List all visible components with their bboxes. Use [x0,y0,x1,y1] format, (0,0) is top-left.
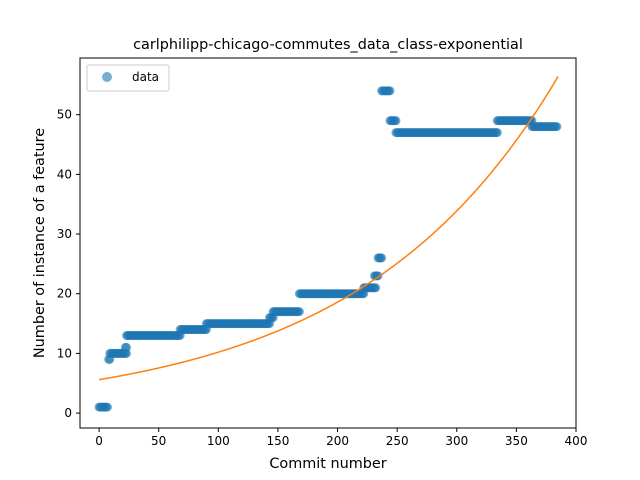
legend-marker-data [102,72,112,82]
data-point [492,128,502,138]
data-point [122,342,131,352]
data-point [102,402,112,412]
x-tick-label: 100 [207,434,230,448]
y-tick-label: 20 [57,287,72,301]
y-tick-label: 10 [57,346,72,360]
y-tick-label: 50 [57,108,72,122]
data-point [391,116,401,126]
chart-title: carlphilipp-chicago-commutes_data_class-… [133,37,523,53]
legend: data [86,64,170,92]
data-point [552,122,562,132]
plot-area [79,57,577,429]
axes-frame [79,57,577,429]
x-tick-label: 300 [445,434,468,448]
x-tick-label: 0 [95,434,103,448]
fit-layer [98,76,559,381]
x-tick-label: 200 [326,434,349,448]
data-point [385,86,395,96]
y-tick-label: 30 [57,227,72,241]
x-tick-label: 350 [505,434,528,448]
x-axis-ticks: 0 50 100 150 200 250 300 350 400 [95,428,587,448]
y-axis-label: Number of instance of a feature [32,128,48,358]
data-point [371,283,381,293]
data-layer [94,86,562,412]
x-tick-label: 400 [565,434,588,448]
data-point [294,307,304,317]
x-tick-label: 250 [386,434,409,448]
y-tick-label: 0 [64,406,72,420]
x-tick-label: 50 [151,434,166,448]
x-axis-label: Commit number [269,456,386,472]
fit-line [98,76,559,381]
y-tick-label: 40 [57,167,72,181]
y-axis-ticks: 0 10 20 30 40 50 [57,108,80,420]
data-point [377,253,387,263]
legend-box [86,64,170,92]
legend-label-data: data [132,70,159,84]
x-tick-label: 150 [266,434,289,448]
